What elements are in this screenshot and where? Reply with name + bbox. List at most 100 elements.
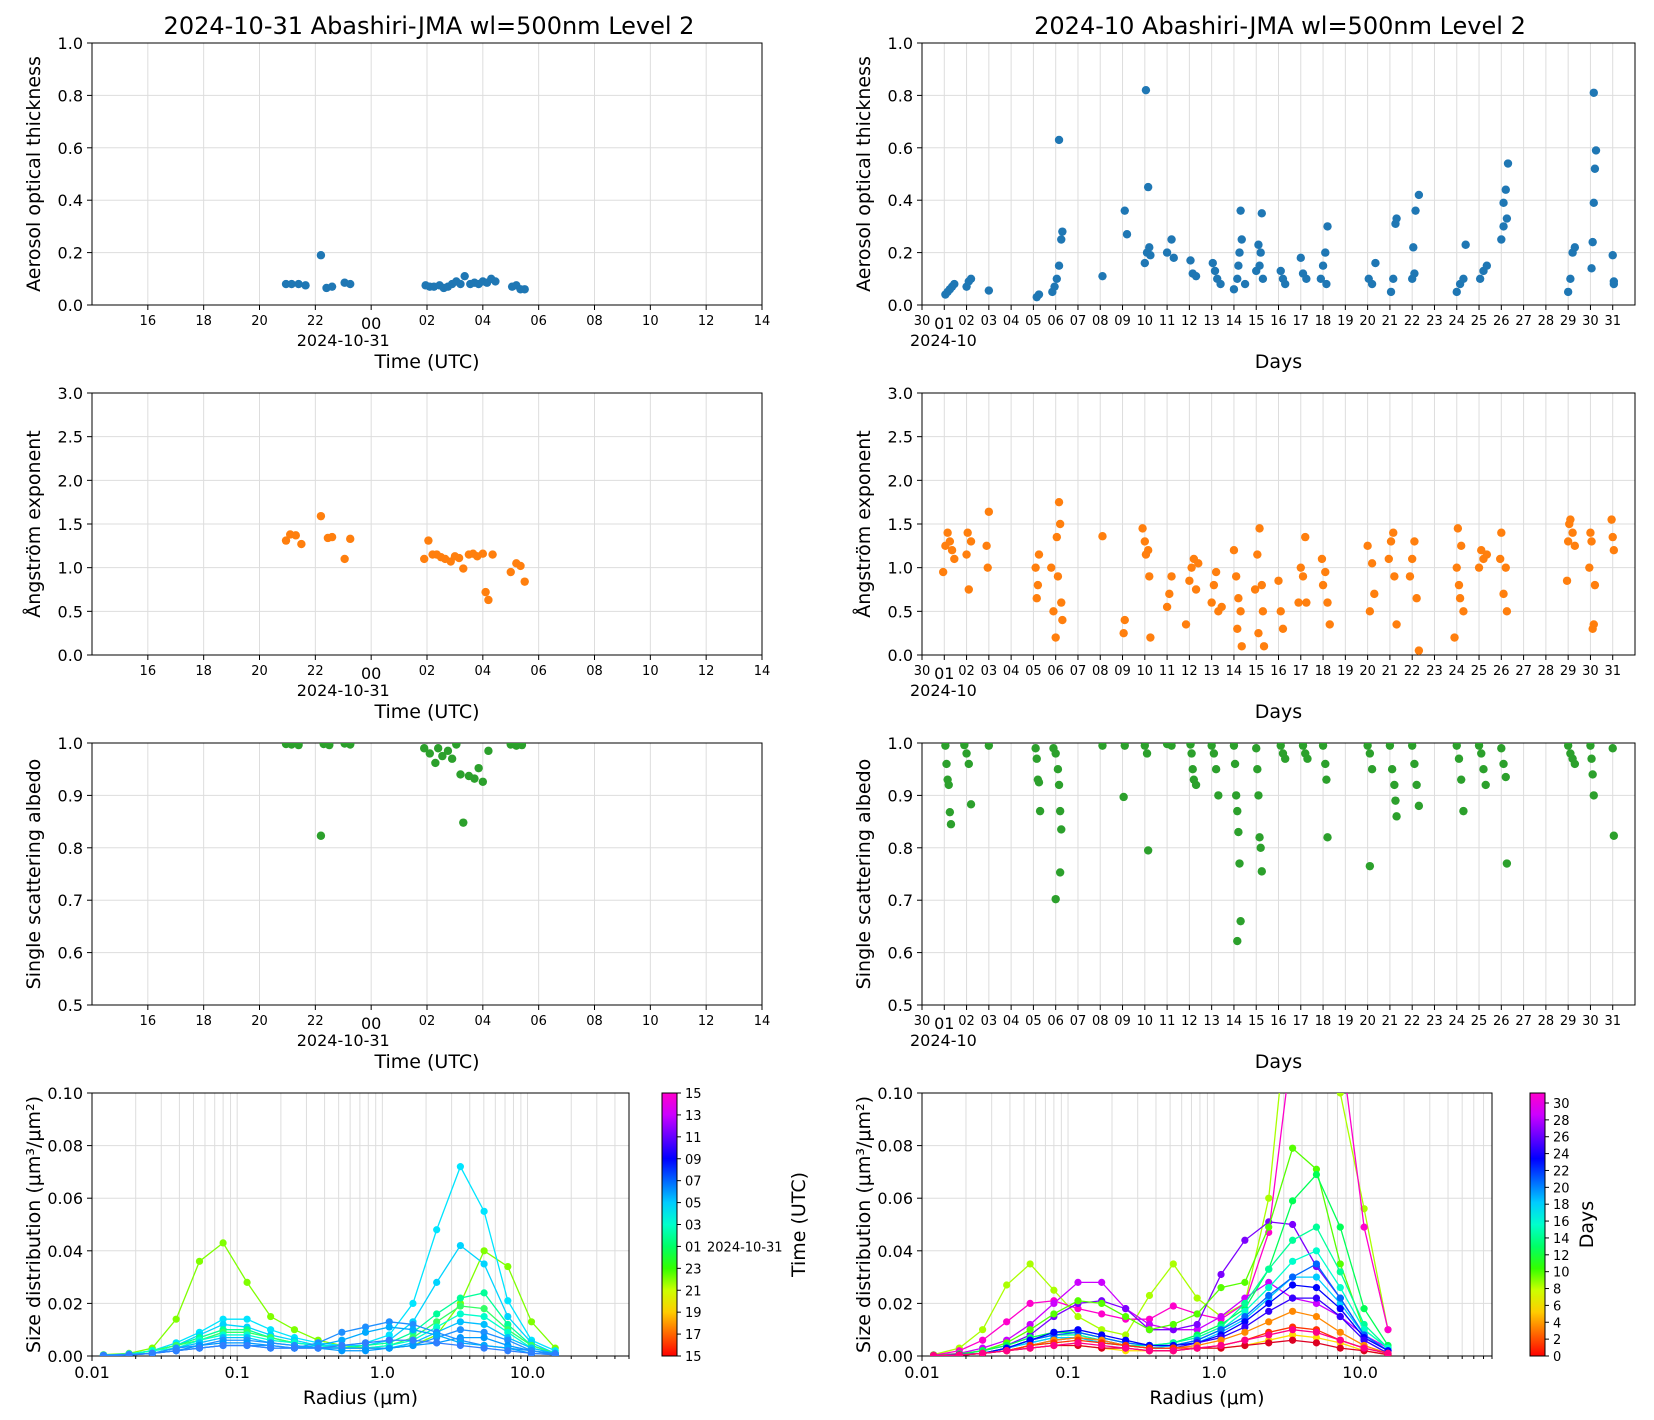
series-point [504,1347,512,1355]
data-point [1479,765,1488,774]
data-point [1122,230,1132,239]
data-point [1302,274,1311,283]
x-tick-label: 24 [1448,1014,1465,1029]
x-tick-label: 00 [361,664,381,683]
data-point [1143,546,1153,555]
series-line [103,1329,556,1356]
series-point [1265,1278,1273,1286]
series-point [456,1163,464,1171]
data-point [1363,743,1372,750]
x-tick-label: 26 [1493,1014,1510,1029]
x-tick-label: 01 [934,314,954,333]
data-point [1302,598,1311,607]
series-point [1241,1299,1249,1307]
data-point [1191,585,1201,594]
data-point [1235,248,1244,257]
data-point [1214,791,1223,800]
y-axis-label: Single scattering albedo [853,759,875,990]
x-tick-label: 10 [642,664,659,679]
data-point [1055,806,1065,816]
x-tick-label: 09 [1114,1014,1131,1029]
x-tick-label: 16 [1270,1014,1287,1029]
x-tick-label: 14 [754,314,771,329]
data-point [1367,279,1377,289]
data-point [1412,594,1421,603]
data-point [938,567,948,577]
data-point [1365,861,1375,871]
data-point [1294,598,1303,607]
x-tick-label: 24 [1448,314,1465,329]
x-tick-label: 28 [1538,1014,1555,1029]
data-point [1503,159,1513,168]
colorbar-tick-label: 10 [1553,1266,1570,1281]
y-tick-label: 1.0 [58,34,83,53]
y-tick-label: 3.0 [58,384,83,403]
series-point [1026,1344,1034,1352]
series-point [1241,1307,1249,1315]
data-point [1392,620,1401,629]
series-point [1360,1344,1368,1352]
data-point [1254,628,1263,638]
data-point [984,743,994,750]
data-point [1235,859,1244,868]
data-point [1385,743,1395,750]
data-point [1609,277,1619,286]
x-tick-label: 10 [642,1014,659,1029]
x-tick-label: 19 [1337,314,1354,329]
y-axis-label: Single scattering albedo [23,759,45,990]
series-point [1241,1236,1249,1244]
data-point [1233,936,1242,946]
colorbar-tick-label: 16 [1553,1215,1570,1230]
data-point [950,279,959,289]
data-point [1031,563,1040,572]
data-point [1140,743,1150,750]
x-tick-label: 04 [475,664,492,679]
data-point [1452,743,1461,750]
data-point [484,746,493,756]
data-point [443,746,453,756]
series-point [361,1323,370,1331]
data-point [1231,572,1241,581]
data-point [1098,743,1107,750]
x-tick-label: 02 [419,314,436,329]
series-point [1336,1294,1344,1302]
x-tick-label: 04 [1003,1014,1020,1029]
data-point [1585,563,1594,572]
x-tick-label: 22 [1404,1014,1421,1029]
series-point [1288,1220,1297,1229]
data-point [1414,801,1424,811]
series-point [409,1320,417,1329]
y-tick-label: 0.06 [877,1189,913,1208]
series-point [290,1326,299,1334]
series-point [1145,1347,1154,1355]
data-point [433,744,443,753]
data-point [1033,580,1043,590]
y-tick-label: 0.7 [58,891,83,910]
colorbar-tick-label: 15 [685,1350,702,1365]
y-tick-label: 0.5 [888,996,913,1015]
y-tick-label: 0.5 [58,602,83,621]
series-point [480,1320,488,1329]
series-point [1312,1223,1321,1231]
y-axis-label: Ångström exponent [852,430,875,618]
series-point [1098,1326,1106,1334]
data-point [1588,237,1597,247]
series-point [385,1323,393,1331]
data-point [481,587,490,597]
series-point [1288,1336,1297,1344]
y-axis-label: Ångström exponent [22,430,45,618]
data-point [1254,240,1263,249]
x-axis-label: Days [1255,1051,1302,1073]
x-tick-label: 04 [1003,314,1020,329]
data-point [460,271,469,281]
colorbar-tick-label: 4 [1553,1316,1561,1331]
x-tick-label: 19 [1337,1014,1354,1029]
plot-frame [91,1092,630,1357]
x-tick-label: 25 [1471,314,1488,329]
series-point [1098,1310,1106,1318]
series-point [504,1336,512,1344]
data-point [1216,279,1225,289]
series-point [1169,1326,1177,1334]
data-point [1386,537,1396,546]
